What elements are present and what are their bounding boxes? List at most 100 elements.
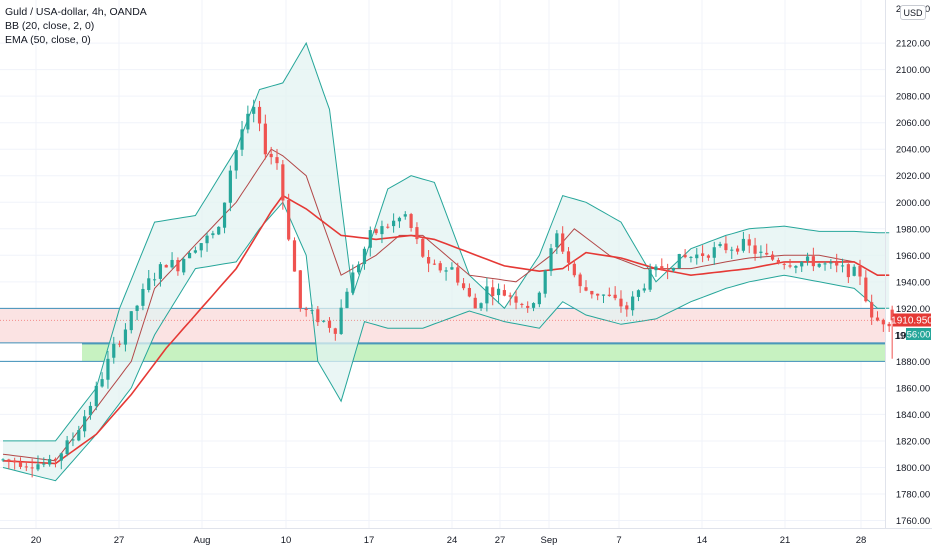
candle-body (392, 220, 396, 227)
legend-symbol[interactable]: Guld / USA-dollar, 4h, OANDA (5, 6, 147, 18)
y-tick-label: 1920.00 (896, 304, 930, 315)
candle-body (83, 416, 87, 432)
candle-body (817, 263, 821, 267)
countdown-tag: 56:00 (907, 330, 931, 341)
candle-body (257, 106, 262, 124)
candle-body (368, 230, 372, 248)
candle-body (508, 295, 512, 297)
candle-body (147, 278, 151, 290)
candle-body (415, 227, 419, 240)
candle-body (18, 461, 23, 467)
bollinger-bands (2, 41, 890, 482)
candle-body (182, 259, 186, 273)
candle-body (666, 270, 670, 272)
candle-body (100, 379, 104, 387)
candle-body (123, 329, 128, 345)
candle-body (112, 343, 116, 358)
candle-body (590, 290, 594, 295)
candle-body (164, 265, 168, 268)
current-price-tag: 1910.950 (891, 316, 932, 327)
y-tick-label: 1760.00 (896, 516, 930, 527)
candle-body (473, 297, 477, 309)
candle-body (158, 264, 163, 279)
candle-body (496, 288, 501, 296)
candle-body (193, 250, 197, 253)
candle-body (549, 248, 553, 272)
candle-body (835, 262, 839, 266)
indicator-lines (0, 148, 890, 465)
candle-body (520, 303, 524, 305)
candle-body (333, 328, 337, 334)
legend-ema[interactable]: EMA (50, close, 0) (5, 34, 91, 46)
y-tick-label: 2060.00 (896, 118, 930, 129)
candle-body (222, 202, 227, 228)
candle-body (811, 256, 815, 267)
candle-body (357, 264, 361, 273)
candle-body (741, 238, 746, 251)
candle-body (362, 248, 367, 264)
candle-body (187, 253, 192, 259)
y-tick-label: 1840.00 (896, 410, 930, 421)
candle-body (432, 263, 437, 265)
y-tick-label: 1800.00 (896, 463, 930, 474)
candle-body (275, 157, 279, 164)
candle-body (77, 430, 81, 441)
candle-body (30, 467, 34, 469)
candle-body (648, 269, 652, 290)
candle-body (788, 265, 792, 267)
candle-body (438, 263, 442, 271)
y-tick-label: 2020.00 (896, 171, 930, 182)
candle-body (467, 287, 471, 297)
candle-body (514, 296, 518, 303)
candle-body (537, 292, 541, 305)
candle-body (339, 307, 343, 334)
legend-bollinger[interactable]: BB (20, close, 2, 0) (5, 20, 95, 32)
candle-body (654, 266, 658, 271)
candle-body (794, 265, 798, 268)
bb-lower-line (2, 201, 890, 482)
y-tick-label: 2000.00 (896, 198, 930, 209)
candle-body (800, 261, 804, 267)
candle-body (59, 453, 63, 461)
candle-body (735, 248, 740, 252)
candle-body (374, 229, 378, 234)
candle-body (701, 253, 705, 256)
candle-body (316, 309, 320, 323)
candle-body (601, 294, 606, 296)
bb-basis-line (2, 148, 890, 462)
candle-body (625, 305, 629, 310)
candle-body (718, 243, 722, 247)
x-tick-label: 24 (447, 535, 458, 546)
x-tick-label: 21 (780, 535, 791, 546)
candle-body (890, 309, 894, 321)
candle-body (234, 150, 238, 171)
candle-body (141, 288, 145, 306)
candle-body (426, 257, 431, 264)
candle-body (596, 293, 600, 296)
candle-body (269, 153, 273, 158)
current-price-tag-bg (893, 313, 931, 327)
y-tick-label: 1860.00 (896, 383, 930, 394)
candle-body (770, 254, 775, 260)
candle-body (671, 267, 676, 271)
candle-body (730, 249, 734, 251)
candle-body (252, 107, 256, 114)
candle-body (205, 235, 209, 244)
candle-body (712, 247, 716, 258)
y-tick-label: 1880.00 (896, 357, 930, 368)
candle-body (870, 302, 874, 318)
candle-body (578, 274, 582, 287)
currency-button[interactable]: USD (900, 5, 926, 20)
y-tick-label: 1820.00 (896, 436, 930, 447)
candle-body (846, 264, 850, 278)
candle-body (217, 226, 221, 235)
y-tick-label: 2080.00 (896, 92, 930, 103)
x-tick-label: 10 (281, 535, 292, 546)
x-tick-label: Aug (194, 535, 211, 546)
candle-body (607, 294, 611, 296)
candle-body (380, 226, 384, 235)
candle-body (724, 243, 728, 251)
candle-body (281, 164, 285, 201)
